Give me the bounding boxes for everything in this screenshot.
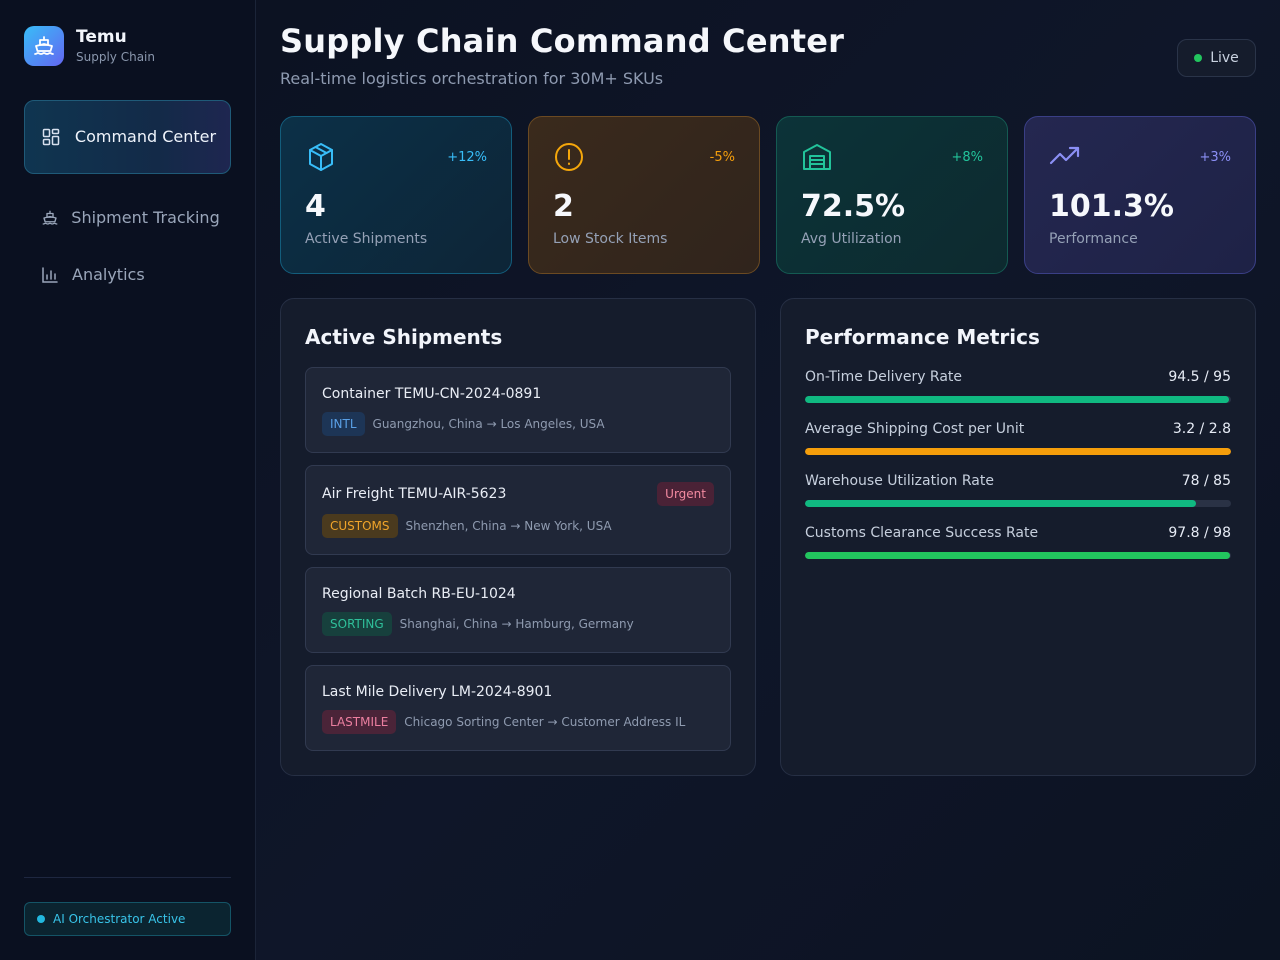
urgent-badge: Urgent [657,482,714,506]
active-shipments-panel: Active Shipments Container TEMU-CN-2024-… [280,298,756,776]
warehouse-icon [803,144,831,170]
shipment-tag: LASTMILE [322,710,397,734]
metric-progress-fill [805,396,1229,403]
sidebar: Temu Supply Chain Command Center Shipmen… [0,0,256,960]
stat-label: Low Stock Items [553,231,668,247]
metric-value: 97.8 / 98 [1168,525,1231,541]
metric-progress-fill [805,448,1231,455]
alert-circle-icon [555,143,583,171]
shipment-name: Regional Batch RB-EU-1024 [322,586,516,602]
sidebar-divider [24,877,231,878]
stat-delta: +12% [447,150,487,165]
page-title: Supply Chain Command Center [280,22,845,60]
shipment-card[interactable]: Regional Batch RB-EU-1024 SORTING Shangh… [305,567,731,653]
shipment-card[interactable]: Container TEMU-CN-2024-0891 INTL Guangzh… [305,367,731,453]
shipment-tag: INTL [322,412,365,436]
sidebar-item-label: Command Center [74,127,217,146]
shipment-route: Shenzhen, China → New York, USA [405,519,612,533]
shipment-list: Container TEMU-CN-2024-0891 INTL Guangzh… [305,367,731,763]
metric-row: Warehouse Utilization Rate 78 / 85 [805,471,1231,523]
metric-value: 94.5 / 95 [1168,369,1231,385]
metric-row: Average Shipping Cost per Unit 3.2 / 2.8 [805,419,1231,471]
metric-progress-fill [805,500,1197,507]
metric-progress-track [805,500,1231,507]
stat-value: 72.5% [801,189,906,224]
ship-icon [24,26,64,66]
shipment-name: Container TEMU-CN-2024-0891 [322,386,542,402]
stat-delta: -5% [709,150,735,165]
stat-label: Performance [1049,231,1138,247]
shipment-name: Last Mile Delivery LM-2024-8901 [322,684,553,700]
brand-name: Temu [76,27,127,47]
metric-progress-fill [805,552,1231,559]
stat-card-performance[interactable]: +3% 101.3% Performance [1024,116,1256,274]
ai-orchestrator-status: AI Orchestrator Active [24,902,231,936]
sidebar-item-shipment-tracking[interactable]: Shipment Tracking [24,181,231,255]
performance-metrics-panel: Performance Metrics On-Time Delivery Rat… [780,298,1256,776]
stat-value: 101.3% [1049,189,1174,224]
metric-label: Warehouse Utilization Rate [805,473,994,489]
stat-delta: +8% [951,150,983,165]
metric-value: 78 / 85 [1181,473,1231,489]
live-label: Live [1210,50,1239,66]
shipment-card[interactable]: Last Mile Delivery LM-2024-8901 LASTMILE… [305,665,731,751]
brand[interactable]: Temu Supply Chain [24,26,155,66]
shipment-route: Guangzhou, China → Los Angeles, USA [372,417,605,431]
shipment-name: Air Freight TEMU-AIR-5623 [322,486,507,502]
metric-label: Customs Clearance Success Rate [805,525,1039,541]
stat-value: 2 [553,189,574,224]
shipment-route: Shanghai, China → Hamburg, Germany [399,617,634,631]
ai-status-label: AI Orchestrator Active [53,912,186,926]
metric-value: 3.2 / 2.8 [1172,421,1231,437]
live-dot [1194,54,1203,62]
shipment-tag: SORTING [322,612,392,636]
metric-row: Customs Clearance Success Rate 97.8 / 98 [805,523,1231,575]
shipment-route: Chicago Sorting Center → Customer Addres… [404,715,686,729]
trending-up-icon [1049,146,1080,165]
ship-icon [40,208,60,228]
metric-progress-track [805,552,1231,559]
stat-card-active-shipments[interactable]: +12% 4 Active Shipments [280,116,512,274]
sidebar-item-label: Shipment Tracking [71,208,220,227]
metric-label: On-Time Delivery Rate [805,369,963,385]
grid-icon [41,127,61,147]
sidebar-item-command-center[interactable]: Command Center [24,100,231,174]
sidebar-nav: Command Center Shipment Tracking Analyti… [24,100,231,295]
metric-list: On-Time Delivery Rate 94.5 / 95 Average … [805,367,1231,575]
brand-subtitle: Supply Chain [76,50,155,64]
metric-progress-track [805,396,1231,403]
panel-title: Active Shipments [305,325,503,349]
metric-row: On-Time Delivery Rate 94.5 / 95 [805,367,1231,419]
status-dot [37,915,45,923]
package-icon [309,143,333,171]
page-subtitle: Real-time logistics orchestration for 30… [280,69,664,88]
shipment-card[interactable]: Air Freight TEMU-AIR-5623 Urgent CUSTOMS… [305,465,731,555]
shipment-tag: CUSTOMS [322,514,398,538]
live-status-badge[interactable]: Live [1177,39,1256,77]
sidebar-item-analytics[interactable]: Analytics [24,255,231,295]
stat-delta: +3% [1199,150,1231,165]
metric-label: Average Shipping Cost per Unit [805,421,1025,437]
stat-value: 4 [305,189,326,224]
bar-chart-icon [40,265,60,285]
stat-label: Avg Utilization [801,231,902,247]
metric-progress-track [805,448,1231,455]
sidebar-item-label: Analytics [72,265,145,284]
panel-title: Performance Metrics [805,325,1040,349]
stat-label: Active Shipments [305,231,428,247]
stat-card-avg-utilization[interactable]: +8% 72.5% Avg Utilization [776,116,1008,274]
stat-card-low-stock[interactable]: -5% 2 Low Stock Items [528,116,760,274]
